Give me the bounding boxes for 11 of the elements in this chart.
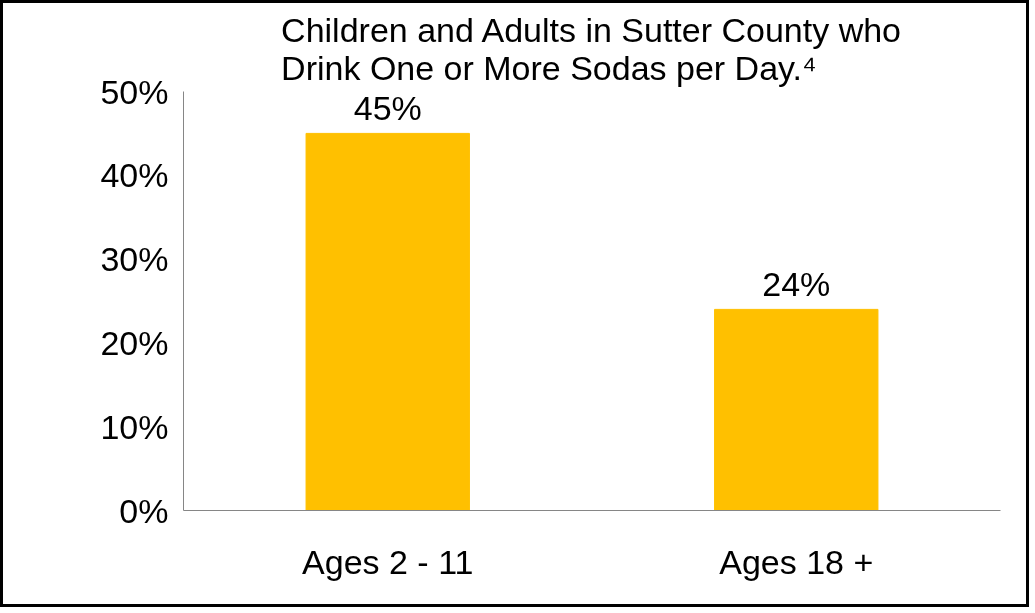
x-tick-label: Ages 2 - 11 — [302, 542, 474, 581]
chart-title: Children and Adults in Sutter County who Drink One or More Sodas per Day.⁴ — [281, 10, 902, 87]
data-label: 45% — [353, 89, 422, 128]
data-label: 24% — [762, 265, 831, 304]
x-tick-label: Ages 18 + — [719, 542, 874, 581]
y-tick-label: 30% — [100, 240, 169, 279]
y-tick-label: 10% — [100, 407, 169, 446]
y-tick-label: 50% — [100, 72, 169, 111]
y-tick-label: 20% — [100, 323, 169, 362]
y-tick-label: 0% — [119, 491, 169, 530]
y-tick-label: 40% — [100, 156, 169, 195]
